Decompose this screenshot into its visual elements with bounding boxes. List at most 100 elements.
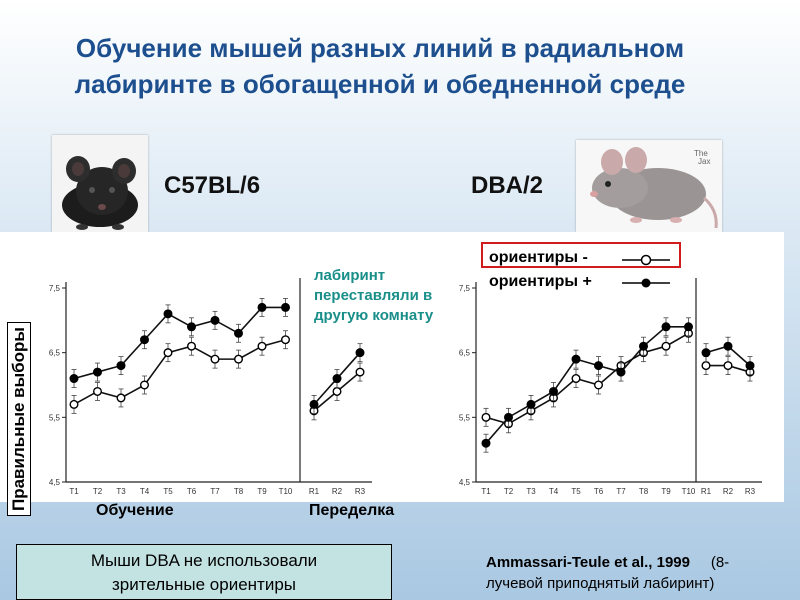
data-point-0-training-1-5 bbox=[186, 322, 196, 332]
series-line-1-training-0 bbox=[485, 332, 689, 425]
charts-panel: 4,5 5,5 6,5 7,5 T1 T2 T3 T4 T5 T6 T7 T8 T9 T10 R1 R2 R3 4… bbox=[0, 232, 784, 502]
y-tick-label-0-3: 7,5 bbox=[49, 284, 61, 293]
dba2-mouse-photo: The Jax bbox=[576, 140, 722, 232]
x-tick-label-train-1-4: T5 bbox=[571, 487, 581, 496]
data-point-0-relearning-0-2 bbox=[355, 367, 365, 377]
x-tick-label-train-0-1: T2 bbox=[93, 487, 103, 496]
data-point-0-relearning-1-2 bbox=[355, 348, 365, 358]
data-point-1-training-1-3 bbox=[549, 386, 559, 396]
data-point-0-training-1-0 bbox=[69, 374, 79, 384]
legend-label-plus: ориентиры + bbox=[489, 273, 592, 290]
data-point-1-training-1-4 bbox=[571, 354, 581, 364]
data-point-1-training-1-5 bbox=[594, 361, 604, 371]
x-tick-label-train-0-4: T5 bbox=[163, 487, 173, 496]
legend-highlight-box bbox=[481, 242, 681, 268]
c57bl6-mouse-photo bbox=[52, 135, 148, 237]
x-tick-label-relearn-0-1: R2 bbox=[332, 487, 343, 496]
data-point-0-training-0-0 bbox=[69, 399, 79, 409]
x-tick-label-train-1-2: T3 bbox=[526, 487, 536, 496]
x-tick-label-relearn-1-2: R3 bbox=[745, 487, 756, 496]
data-point-0-training-0-5 bbox=[186, 341, 196, 351]
x-tick-label-train-1-6: T7 bbox=[616, 487, 626, 496]
x-tick-label-train-1-9: T10 bbox=[682, 487, 696, 496]
y-tick-label-1-3: 7,5 bbox=[459, 284, 471, 293]
x-tick-label-train-0-5: T6 bbox=[187, 487, 197, 496]
data-point-0-training-0-6 bbox=[210, 354, 220, 364]
data-point-1-relearning-1-1 bbox=[723, 341, 733, 351]
x-tick-label-train-1-0: T1 bbox=[481, 487, 491, 496]
data-point-1-training-1-8 bbox=[661, 322, 671, 332]
citation-detail-2: лучевой приподнятый лабиринт) bbox=[486, 575, 715, 592]
data-point-1-training-0-4 bbox=[571, 374, 581, 384]
black-mouse-icon bbox=[52, 135, 148, 237]
data-point-0-relearning-0-1 bbox=[332, 386, 342, 396]
x-label-relearning: Переделка bbox=[309, 502, 395, 519]
strain-label-dba2: DBA/2 bbox=[471, 172, 544, 199]
citation-detail-1: (8- bbox=[710, 554, 730, 571]
series-line-0-training-1 bbox=[73, 306, 286, 380]
x-tick-label-train-0-7: T8 bbox=[234, 487, 244, 496]
x-tick-label-train-1-3: T4 bbox=[549, 487, 559, 496]
x-tick-label-train-0-8: T9 bbox=[257, 487, 267, 496]
x-tick-label-train-0-9: T10 bbox=[279, 487, 293, 496]
data-point-1-training-0-0 bbox=[481, 412, 491, 422]
data-point-0-training-0-2 bbox=[116, 393, 126, 403]
charts-svg: 4,5 5,5 6,5 7,5 T1 T2 T3 T4 T5 T6 T7 T8 T9 T10 R1 R2 R3 4… bbox=[49, 278, 762, 496]
data-point-0-training-1-2 bbox=[116, 361, 126, 371]
y-tick-label-1-0: 4,5 bbox=[459, 478, 471, 487]
data-point-1-relearning-0-1 bbox=[723, 361, 733, 371]
x-tick-label-train-0-2: T3 bbox=[116, 487, 126, 496]
data-point-1-training-1-7 bbox=[639, 341, 649, 351]
data-point-0-training-0-9 bbox=[281, 335, 291, 345]
annotation-line-1: лабиринт bbox=[314, 267, 386, 284]
data-point-1-training-1-0 bbox=[481, 438, 491, 448]
maze-moved-annotation: лабиринт переставляли в другую комнату bbox=[314, 266, 433, 326]
x-tick-label-relearn-1-0: R1 bbox=[701, 487, 712, 496]
y-tick-label-1-1: 5,5 bbox=[459, 413, 471, 422]
page-title: Обучение мышей разных линий в радиальном… bbox=[0, 30, 760, 102]
y-tick-label-1-2: 6,5 bbox=[459, 349, 471, 358]
x-tick-label-train-0-3: T4 bbox=[140, 487, 150, 496]
data-point-1-relearning-1-2 bbox=[745, 361, 755, 371]
note-box: Мыши DBA не использовали зрительные орие… bbox=[16, 544, 392, 600]
x-tick-label-relearn-0-2: R3 bbox=[355, 487, 366, 496]
x-tick-label-relearn-1-1: R2 bbox=[723, 487, 734, 496]
x-tick-label-train-0-6: T7 bbox=[210, 487, 220, 496]
data-point-1-relearning-0-0 bbox=[701, 361, 711, 371]
y-tick-label-0-2: 6,5 bbox=[49, 349, 61, 358]
svg-text:Jax: Jax bbox=[698, 157, 710, 166]
data-point-0-training-1-7 bbox=[233, 328, 243, 338]
title-line-2: лабиринте в обогащенной и обедненной сре… bbox=[74, 69, 686, 99]
citation-author: Ammassari-Teule et al., 1999 bbox=[486, 554, 690, 571]
data-point-1-training-1-1 bbox=[504, 412, 514, 422]
data-point-1-relearning-1-0 bbox=[701, 348, 711, 358]
data-point-0-relearning-1-1 bbox=[332, 374, 342, 384]
note-line-2: зрительные ориентиры bbox=[112, 575, 296, 594]
data-point-0-training-1-4 bbox=[163, 309, 173, 319]
data-point-1-training-1-9 bbox=[684, 322, 694, 332]
data-point-0-training-1-3 bbox=[139, 335, 149, 345]
data-point-0-training-0-7 bbox=[233, 354, 243, 364]
note-line-1: Мыши DBA не использовали bbox=[90, 551, 318, 570]
data-point-0-training-0-3 bbox=[139, 380, 149, 390]
x-tick-label-train-1-7: T8 bbox=[639, 487, 649, 496]
series-line-1-training-1 bbox=[485, 326, 689, 444]
data-point-1-training-1-2 bbox=[526, 399, 536, 409]
x-label-training: Обучение bbox=[96, 502, 174, 519]
y-tick-label-0-0: 4,5 bbox=[49, 478, 61, 487]
y-tick-label-0-1: 5,5 bbox=[49, 413, 61, 422]
x-tick-label-train-0-0: T1 bbox=[69, 487, 79, 496]
data-point-1-training-1-6 bbox=[616, 367, 626, 377]
legend-entry-plus: ориентиры + bbox=[489, 273, 592, 291]
data-point-0-relearning-1-0 bbox=[309, 399, 319, 409]
data-point-0-training-1-6 bbox=[210, 315, 220, 325]
title-line-1: Обучение мышей разных линий в радиальном bbox=[75, 33, 685, 63]
legend-marker-filled bbox=[641, 278, 651, 288]
legend-label-minus: ориентиры - bbox=[489, 249, 588, 266]
series-line-0-training-0 bbox=[73, 338, 286, 406]
annotation-line-3: другую комнату bbox=[314, 307, 434, 324]
data-point-0-training-1-1 bbox=[92, 367, 102, 377]
x-tick-label-train-1-1: T2 bbox=[504, 487, 514, 496]
svg-text:The: The bbox=[694, 149, 708, 158]
x-tick-label-relearn-0-0: R1 bbox=[309, 487, 320, 496]
